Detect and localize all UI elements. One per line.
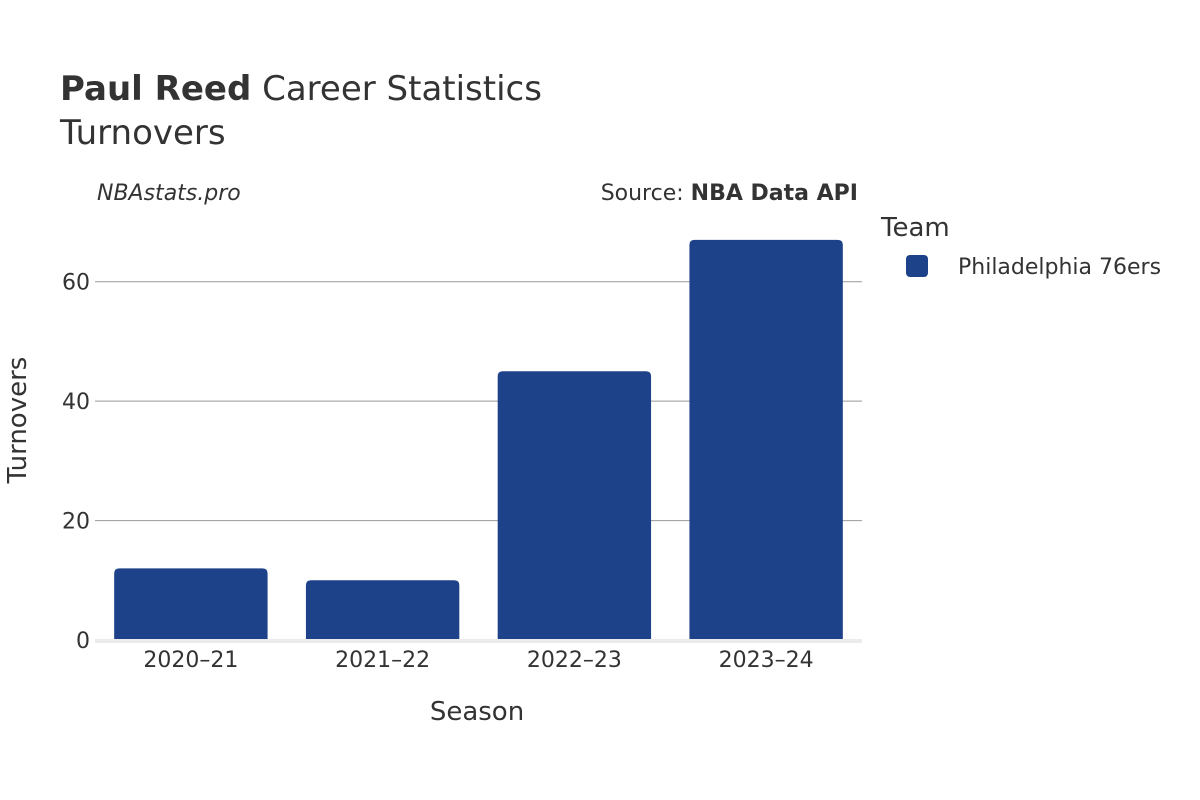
source-prefix: Source:	[601, 181, 691, 206]
bar-2022–23	[497, 371, 652, 640]
x-tick-label: 2021–22	[335, 648, 430, 673]
axes: 0 20 40 60 2020–21 2021–22 2022–23 2023–24	[62, 271, 862, 673]
watermark: NBAstats.pro	[97, 181, 241, 206]
x-tick-label: 2020–21	[143, 648, 238, 673]
bar-2021–22	[305, 580, 460, 640]
y-axis-title: Turnovers	[3, 357, 33, 485]
x-axis-title: Season	[430, 697, 524, 727]
x-tick-label: 2022–23	[527, 648, 622, 673]
y-tick-label: 60	[62, 271, 90, 296]
y-tick-label: 0	[76, 629, 90, 654]
source-name: NBA Data API	[691, 181, 858, 206]
chart-title: Paul Reed Career Statistics	[60, 69, 542, 109]
bars	[114, 239, 843, 640]
legend-title: Team	[880, 213, 950, 243]
player-name: Paul Reed	[60, 69, 251, 109]
x-tick-label: 2023–24	[719, 648, 814, 673]
y-tick-label: 20	[62, 510, 90, 535]
legend-swatch	[906, 255, 928, 277]
legend: Team Philadelphia 76ers	[880, 213, 1161, 280]
bar-2020–21	[114, 568, 268, 640]
legend-label: Philadelphia 76ers	[958, 255, 1161, 280]
title-suffix: Career Statistics	[251, 69, 542, 109]
source-text: Source: NBA Data API	[601, 181, 858, 206]
chart-subtitle: Turnovers	[59, 113, 226, 153]
bar-2023–24	[689, 239, 843, 640]
y-tick-label: 40	[62, 390, 90, 415]
